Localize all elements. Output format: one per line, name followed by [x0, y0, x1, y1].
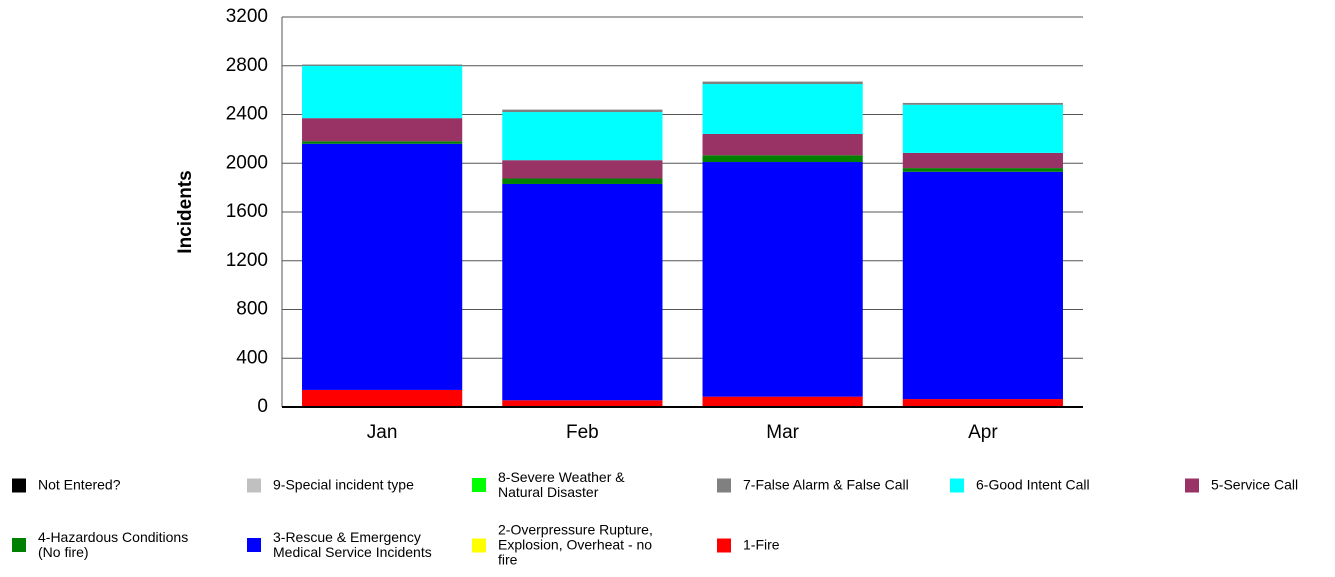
legend-label: 5-Service Call: [1211, 476, 1299, 493]
bar-segment: [502, 109, 663, 113]
legend-item: 2-Overpressure Rupture, Explosion, Overh…: [472, 521, 673, 568]
bar-segment: [702, 84, 863, 134]
legend-swatch: [1185, 478, 1199, 492]
legend-item: 4-Hazardous Conditions (No fire): [12, 530, 213, 560]
x-tick-label: Jan: [367, 422, 398, 443]
bar-segment: [702, 162, 863, 397]
bar-segment: [702, 81, 863, 85]
bar-segment: [902, 168, 1063, 172]
bar-segment: [502, 160, 663, 179]
legend-item: 1-Fire: [717, 536, 918, 553]
legend-label: Not Entered?: [38, 476, 121, 493]
legend-label: 1-Fire: [743, 536, 780, 553]
bar-segment: [702, 134, 863, 156]
bar-segment: [902, 152, 1063, 169]
bar-segment: [302, 389, 463, 407]
legend-item: 8-Severe Weather & Natural Disaster: [472, 470, 673, 500]
y-tick-label: 2400: [226, 104, 268, 125]
bar-segment: [502, 183, 663, 401]
legend-item: 9-Special incident type: [247, 476, 448, 493]
legend-swatch: [247, 478, 261, 492]
bar-segment: [902, 171, 1063, 400]
x-tick-label: Feb: [566, 422, 599, 443]
bar-segment: [502, 400, 663, 407]
bar-segment: [702, 155, 863, 163]
bar-segment: [302, 143, 463, 390]
chart: Incidents 0 400 800 1200 1600 2000 2400 2800 320…: [175, 6, 1083, 443]
x-tick-label: Mar: [766, 422, 799, 443]
legend-swatch: [247, 538, 261, 552]
bar-segment: [902, 102, 1063, 105]
bar-segment: [302, 141, 463, 144]
bar-segment: [302, 118, 463, 142]
legend-swatch: [472, 478, 486, 492]
legend-swatch: [717, 538, 731, 552]
legend-label: 8-Severe Weather & Natural Disaster: [498, 469, 625, 500]
x-tick-label: Apr: [968, 422, 998, 443]
y-axis-label: Incidents: [175, 170, 196, 253]
y-tick-label: 0: [257, 396, 268, 417]
bar-segment: [902, 399, 1063, 407]
y-tick-label: 2800: [226, 55, 268, 76]
legend-item: 6-Good Intent Call: [950, 476, 1151, 493]
legend-item: Not Entered?: [12, 476, 213, 493]
legend-swatch: [472, 538, 486, 552]
legend-item: 3-Rescue & Emergency Medical Service Inc…: [247, 530, 448, 560]
bar-segment: [302, 64, 463, 66]
legend-label: 4-Hazardous Conditions (No fire): [38, 529, 189, 560]
legend-item: 7-False Alarm & False Call: [717, 476, 918, 493]
legend-label: 3-Rescue & Emergency Medical Service Inc…: [273, 529, 432, 560]
legend-label: 7-False Alarm & False Call: [743, 476, 909, 493]
y-tick-label: 3200: [226, 6, 268, 27]
legend-label: 9-Special incident type: [273, 476, 414, 493]
legend-item: 5-Service Call: [1185, 476, 1335, 493]
legend-swatch: [12, 478, 26, 492]
legend-label: 2-Overpressure Rupture, Explosion, Overh…: [498, 521, 653, 568]
y-tick-label: 2000: [226, 152, 268, 173]
y-tick-label: 400: [236, 347, 268, 368]
legend-swatch: [950, 478, 964, 492]
bar-segment: [902, 104, 1063, 153]
legend-swatch: [12, 538, 26, 552]
legend-swatch: [717, 478, 731, 492]
legend-label: 6-Good Intent Call: [976, 476, 1090, 493]
bar-segment: [302, 65, 463, 119]
y-tick-label: 1600: [226, 201, 268, 222]
y-tick-label: 800: [236, 299, 268, 320]
bar-segment: [502, 178, 663, 184]
bar-segment: [702, 396, 863, 407]
y-tick-label: 1200: [226, 250, 268, 271]
bar-segment: [502, 112, 663, 161]
